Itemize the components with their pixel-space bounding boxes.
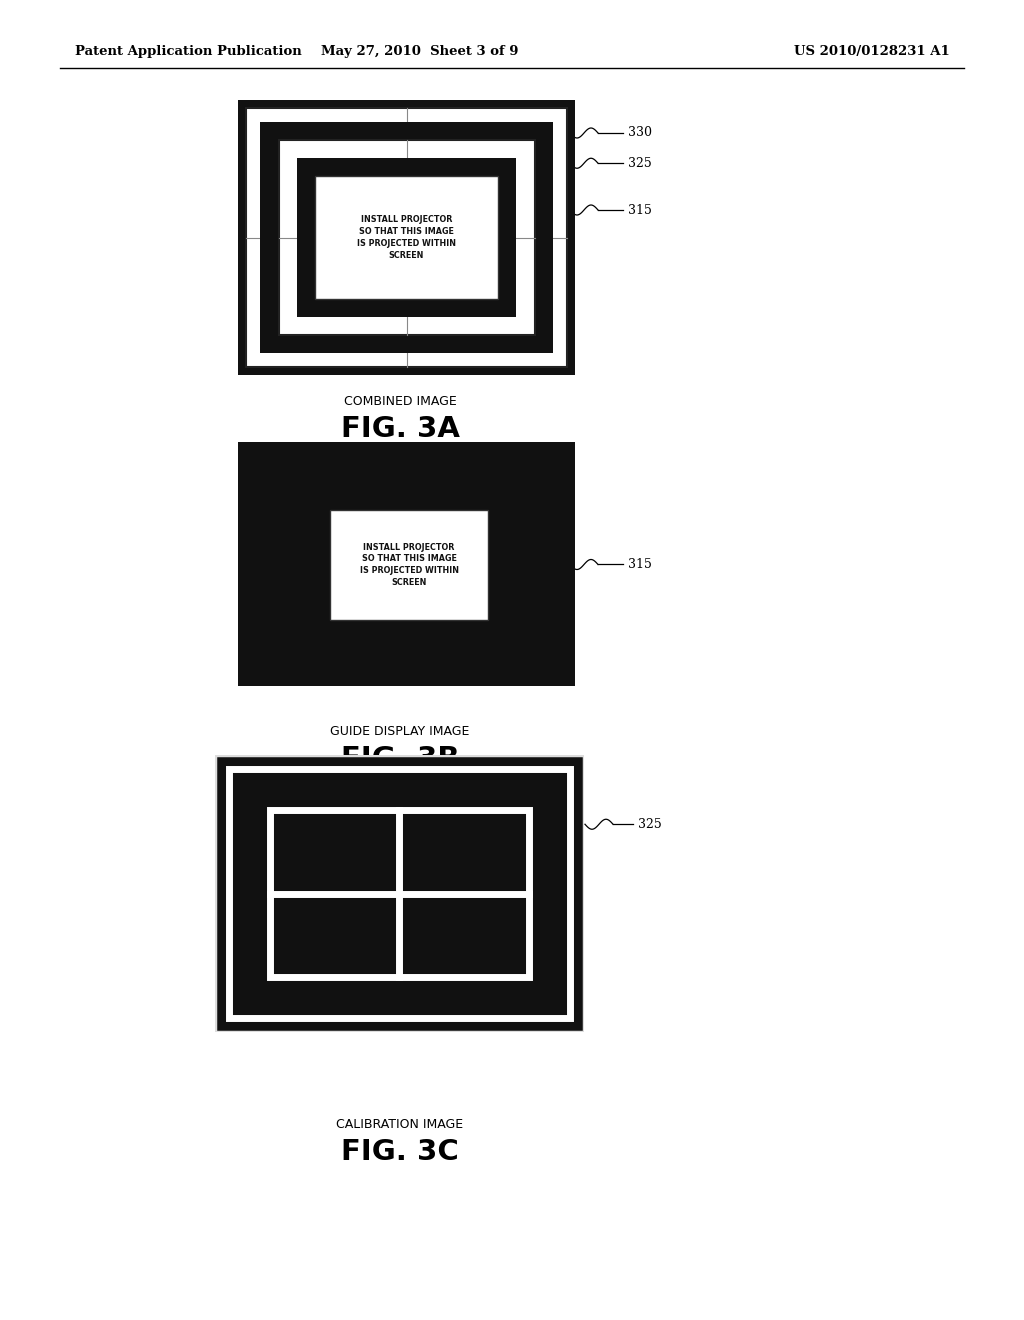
Bar xyxy=(330,510,488,619)
Text: 315: 315 xyxy=(628,203,652,216)
Text: COMBINED IMAGE: COMBINED IMAGE xyxy=(344,395,457,408)
Bar xyxy=(297,158,516,317)
Text: FIG. 3C: FIG. 3C xyxy=(341,1138,459,1166)
Text: INSTALL PROJECTOR
SO THAT THIS IMAGE
IS PROJECTED WITHIN
SCREEN: INSTALL PROJECTOR SO THAT THIS IMAGE IS … xyxy=(357,215,456,260)
Bar xyxy=(270,810,528,977)
Text: US 2010/0128231 A1: US 2010/0128231 A1 xyxy=(795,45,950,58)
Text: FIG. 3A: FIG. 3A xyxy=(341,414,460,444)
Text: Patent Application Publication: Patent Application Publication xyxy=(75,45,302,58)
Text: 325: 325 xyxy=(628,157,651,170)
Bar xyxy=(315,176,498,300)
Text: 315: 315 xyxy=(628,558,652,572)
Text: CALIBRATION IMAGE: CALIBRATION IMAGE xyxy=(337,1118,464,1131)
Text: FIG. 3B: FIG. 3B xyxy=(341,744,459,774)
Bar xyxy=(260,123,553,352)
Text: 325: 325 xyxy=(638,818,662,830)
Text: May 27, 2010  Sheet 3 of 9: May 27, 2010 Sheet 3 of 9 xyxy=(322,45,519,58)
Text: 330: 330 xyxy=(628,127,652,140)
Text: INSTALL PROJECTOR
SO THAT THIS IMAGE
IS PROJECTED WITHIN
SCREEN: INSTALL PROJECTOR SO THAT THIS IMAGE IS … xyxy=(359,543,459,587)
Bar xyxy=(279,140,535,335)
Bar xyxy=(229,770,569,1018)
Text: GUIDE DISPLAY IMAGE: GUIDE DISPLAY IMAGE xyxy=(331,725,470,738)
